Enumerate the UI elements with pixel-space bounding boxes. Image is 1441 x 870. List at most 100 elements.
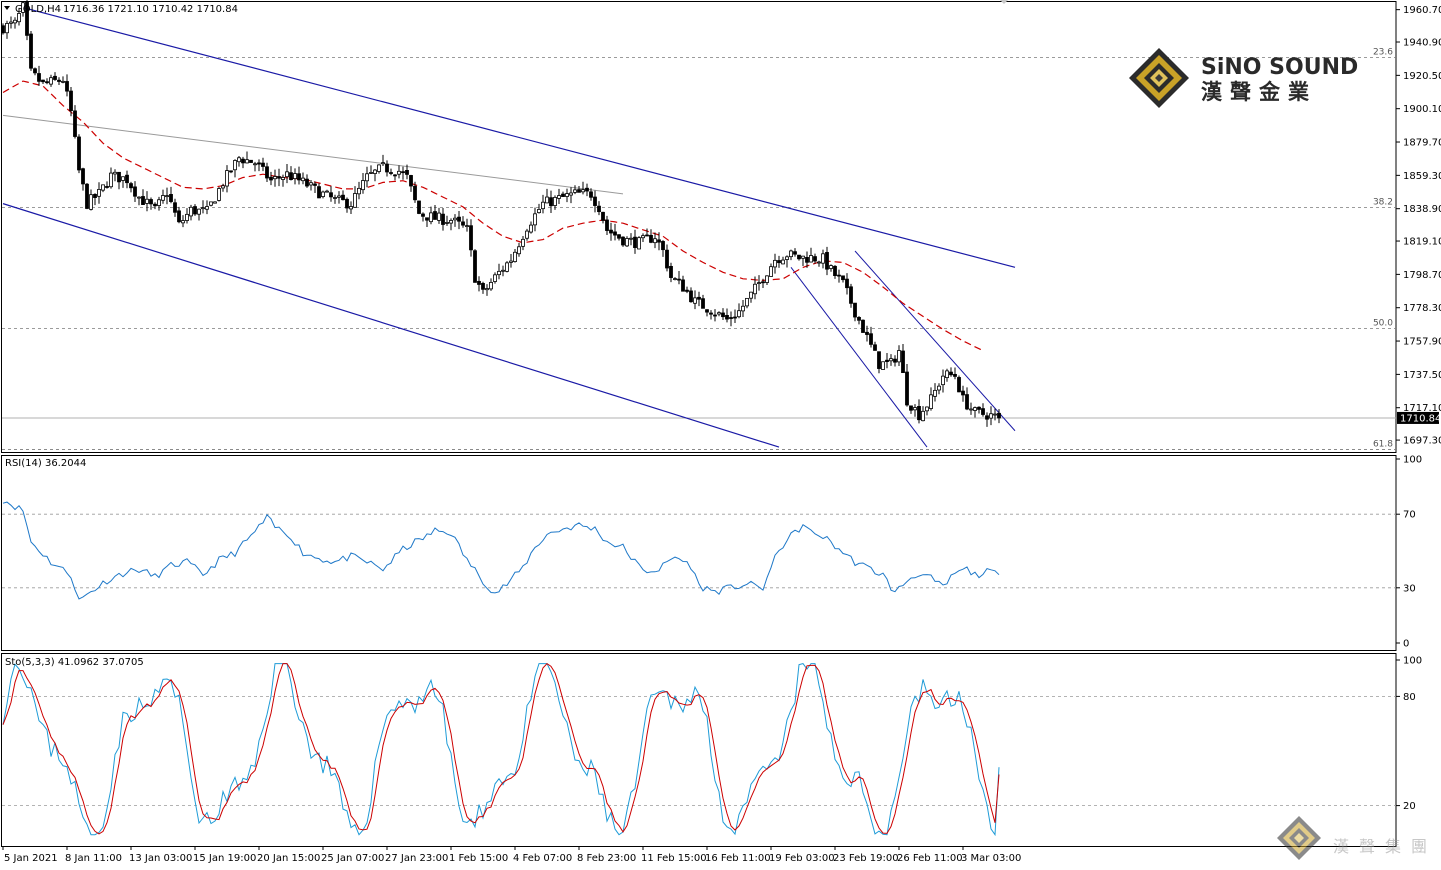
candle-body[interactable] xyxy=(793,251,797,255)
candle-body[interactable] xyxy=(693,297,697,304)
candle-body[interactable] xyxy=(521,238,525,247)
candle-body[interactable] xyxy=(569,192,573,196)
candle-body[interactable] xyxy=(541,201,545,210)
candle-body[interactable] xyxy=(753,283,757,295)
candle-body[interactable] xyxy=(177,210,181,223)
candle-body[interactable] xyxy=(497,270,501,276)
candle-body[interactable] xyxy=(385,163,389,173)
candle-body[interactable] xyxy=(69,90,73,111)
candle-body[interactable] xyxy=(1,25,5,34)
candle-body[interactable] xyxy=(245,159,249,164)
candle-body[interactable] xyxy=(973,407,977,411)
candle-body[interactable] xyxy=(865,331,869,335)
candle-body[interactable] xyxy=(237,157,241,163)
candle-body[interactable] xyxy=(461,221,465,226)
candle-body[interactable] xyxy=(393,174,397,177)
candle-body[interactable] xyxy=(133,186,137,197)
candle-body[interactable] xyxy=(209,201,213,206)
candle-body[interactable] xyxy=(549,197,553,207)
sto-signal-line[interactable] xyxy=(2,662,1000,835)
candle-body[interactable] xyxy=(533,213,537,226)
candle-body[interactable] xyxy=(173,202,177,213)
candle-body[interactable] xyxy=(37,73,41,82)
candle-body[interactable] xyxy=(413,185,417,201)
candle-body[interactable] xyxy=(969,408,973,411)
stochastic-panel-layer[interactable] xyxy=(2,662,1396,837)
inner-channel-upper-line[interactable] xyxy=(854,250,1016,432)
candle-body[interactable] xyxy=(565,193,569,197)
candle-body[interactable] xyxy=(701,298,705,309)
candle-body[interactable] xyxy=(997,412,1001,419)
gray-trend-line[interactable] xyxy=(2,114,624,195)
candle-body[interactable] xyxy=(513,251,517,262)
candle-body[interactable] xyxy=(165,195,169,198)
candle-body[interactable] xyxy=(989,413,993,419)
candle-body[interactable] xyxy=(609,229,613,234)
candle-body[interactable] xyxy=(421,213,425,217)
candle-body[interactable] xyxy=(125,174,129,184)
candle-body[interactable] xyxy=(93,193,97,198)
candle-body[interactable] xyxy=(749,291,753,299)
candle-body[interactable] xyxy=(161,195,165,201)
candle-body[interactable] xyxy=(917,406,921,421)
candle-body[interactable] xyxy=(829,265,833,269)
candle-body[interactable] xyxy=(77,136,81,171)
candle-body[interactable] xyxy=(857,316,861,321)
candle-body[interactable] xyxy=(965,394,969,410)
candle-body[interactable] xyxy=(101,184,105,191)
candle-body[interactable] xyxy=(601,211,605,221)
candle-body[interactable] xyxy=(469,225,473,251)
candle-body[interactable] xyxy=(129,183,133,189)
candle-body[interactable] xyxy=(225,170,229,187)
candle-body[interactable] xyxy=(205,206,209,210)
candle-body[interactable] xyxy=(529,224,533,233)
candle-body[interactable] xyxy=(233,160,237,171)
candle-body[interactable] xyxy=(525,230,529,239)
candle-body[interactable] xyxy=(441,213,445,225)
inner-channel-lower-line[interactable] xyxy=(790,267,928,448)
candle-body[interactable] xyxy=(949,371,953,376)
candle-body[interactable] xyxy=(317,186,321,199)
candle-body[interactable] xyxy=(945,370,949,379)
candle-body[interactable] xyxy=(405,170,409,175)
candle-body[interactable] xyxy=(321,191,325,197)
candle-body[interactable] xyxy=(29,33,33,69)
candle-body[interactable] xyxy=(221,185,225,189)
candle-body[interactable] xyxy=(689,290,693,303)
candle-body[interactable] xyxy=(25,1,29,36)
candle-body[interactable] xyxy=(453,217,457,221)
candle-body[interactable] xyxy=(141,196,145,205)
candle-body[interactable] xyxy=(45,81,49,84)
candle-body[interactable] xyxy=(57,79,61,82)
candle-body[interactable] xyxy=(901,350,905,374)
candle-body[interactable] xyxy=(381,162,385,165)
candle-body[interactable] xyxy=(837,274,841,277)
candle-body[interactable] xyxy=(733,316,737,319)
candle-body[interactable] xyxy=(365,173,369,182)
candle-body[interactable] xyxy=(41,79,45,83)
candle-body[interactable] xyxy=(861,319,865,333)
candle-body[interactable] xyxy=(653,238,657,244)
candle-body[interactable] xyxy=(197,208,201,215)
candle-body[interactable] xyxy=(657,239,661,243)
candle-body[interactable] xyxy=(669,265,673,278)
candle-body[interactable] xyxy=(509,260,513,263)
candle-body[interactable] xyxy=(957,377,961,393)
candle-body[interactable] xyxy=(993,413,997,416)
candle-body[interactable] xyxy=(841,275,845,281)
candle-body[interactable] xyxy=(373,169,377,174)
candle-body[interactable] xyxy=(269,176,273,181)
candle-body[interactable] xyxy=(505,262,509,272)
candle-body[interactable] xyxy=(309,182,313,186)
candle-body[interactable] xyxy=(893,358,897,363)
candle-body[interactable] xyxy=(333,197,337,199)
candle-body[interactable] xyxy=(477,280,481,285)
candle-body[interactable] xyxy=(597,205,601,213)
candle-body[interactable] xyxy=(389,172,393,174)
candle-body[interactable] xyxy=(545,196,549,204)
candle-body[interactable] xyxy=(329,192,333,198)
candle-body[interactable] xyxy=(813,256,817,262)
candle-body[interactable] xyxy=(909,405,913,411)
candle-body[interactable] xyxy=(721,312,725,318)
candle-body[interactable] xyxy=(485,288,489,291)
